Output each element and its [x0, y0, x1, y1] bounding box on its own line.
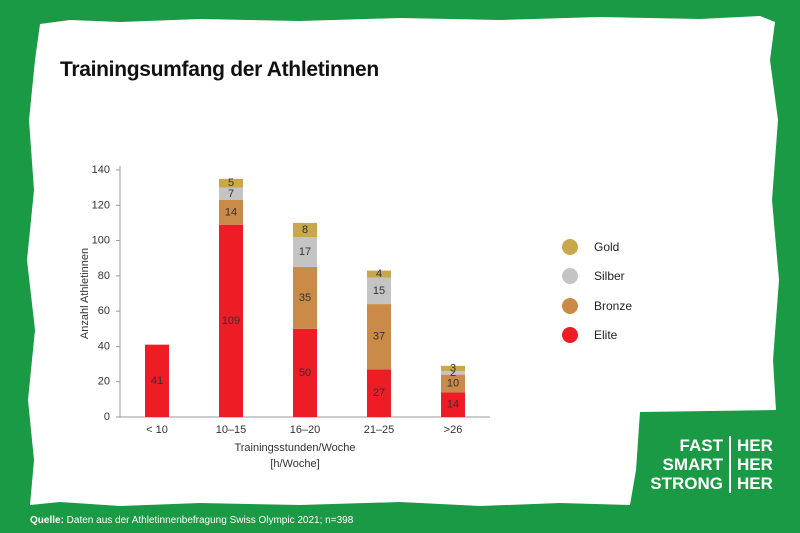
bar-value-label: 14: [447, 399, 459, 411]
bar-segment-silber: [219, 187, 243, 200]
logo-row: FAST HER: [648, 436, 773, 455]
legend-swatch: [562, 327, 578, 344]
logo-row: STRONG HER: [648, 474, 773, 493]
bar-segment-elite: [293, 328, 317, 417]
y-tick-label: 140: [92, 164, 110, 176]
bar-segment-gold: [441, 365, 465, 372]
logo-word: FAST: [648, 436, 731, 455]
x-axis-subtitle: [h/Woche]: [270, 458, 319, 470]
source-text: Daten aus der Athletinnenbefragung Swiss…: [63, 515, 354, 526]
x-tick-label: 21–25: [364, 424, 395, 436]
bar-segment-gold: [367, 270, 391, 278]
bar-segment-silber: [441, 371, 465, 375]
logo-word: STRONG: [648, 474, 731, 493]
bar-segment-silber: [367, 277, 391, 305]
bar-value-label: 37: [373, 331, 385, 343]
x-axis-title: Trainingsstunden/Woche: [234, 442, 355, 454]
legend-label: Silber: [594, 269, 625, 284]
bar-segment-gold: [219, 178, 243, 188]
legend-label: Gold: [594, 239, 620, 254]
legend-label: Bronze: [594, 298, 633, 313]
bar-segment-bronze: [441, 374, 465, 393]
y-tick-label: 60: [98, 305, 110, 317]
x-tick-label: 10–15: [216, 424, 247, 436]
x-tick-label: 16–20: [290, 424, 321, 436]
legend-item-silber: Silber: [562, 262, 632, 292]
y-tick-label: 40: [98, 340, 110, 352]
logo-row: SMART HER: [648, 455, 773, 474]
y-tick-label: 20: [98, 376, 110, 388]
x-tick-label: >26: [444, 424, 463, 436]
bar-value-label: 109: [222, 315, 240, 327]
bar-value-label: 2: [450, 367, 456, 379]
legend-swatch: [562, 268, 578, 285]
logo-word: SMART: [648, 455, 731, 474]
bar-value-label: 14: [225, 206, 237, 218]
bar-segment-bronze: [219, 199, 243, 225]
bar-value-label: 50: [299, 367, 311, 379]
legend-item-gold: Gold: [562, 232, 632, 262]
bar-segment-gold: [293, 222, 317, 238]
bar-segment-elite: [367, 369, 391, 417]
bar-value-label: 15: [373, 285, 385, 297]
logo-word-her: HER: [737, 474, 773, 493]
bar-segment-elite: [219, 224, 243, 417]
bar-segment-elite: [441, 392, 465, 417]
legend-swatch: [562, 297, 578, 314]
source-label: Quelle:: [30, 515, 64, 526]
y-tick-label: 100: [92, 235, 110, 247]
logo-word-her: HER: [737, 436, 773, 455]
y-axis-title: Anzahl Athletinnen: [79, 248, 91, 339]
bar-value-label: 5: [228, 177, 234, 189]
legend-swatch: [562, 238, 578, 255]
y-tick-label: 120: [92, 199, 110, 211]
source-note: Quelle: Daten aus der Athletinnenbefragu…: [30, 515, 353, 526]
bar-value-label: 17: [299, 246, 311, 258]
bar-value-label: 8: [302, 224, 308, 236]
bar-value-label: 41: [151, 375, 163, 387]
chart-title: Trainingsumfang der Athletinnen: [60, 58, 379, 81]
bar-value-label: 3: [450, 362, 456, 374]
legend-item-bronze: Bronze: [562, 291, 632, 321]
bar-value-label: 27: [373, 387, 385, 399]
chart-legend: Gold Silber Bronze Elite: [562, 232, 632, 350]
y-tick-label: 80: [98, 270, 110, 282]
bar-segment-silber: [293, 237, 317, 268]
bar-value-label: 4: [376, 268, 382, 280]
bar-segment-bronze: [293, 267, 317, 329]
bar-value-label: 10: [447, 377, 459, 389]
y-tick-label: 0: [104, 411, 110, 423]
bar-segment-bronze: [367, 304, 391, 370]
bar-segment-elite: [145, 344, 169, 417]
logo-word-her: HER: [737, 455, 773, 474]
x-tick-label: < 10: [146, 424, 168, 436]
legend-item-elite: Elite: [562, 321, 632, 351]
legend-label: Elite: [594, 328, 618, 343]
fast-smart-strong-her-logo: FAST HER SMART HER STRONG HER: [648, 436, 773, 493]
bar-value-label: 7: [228, 188, 234, 200]
bar-value-label: 35: [299, 292, 311, 304]
